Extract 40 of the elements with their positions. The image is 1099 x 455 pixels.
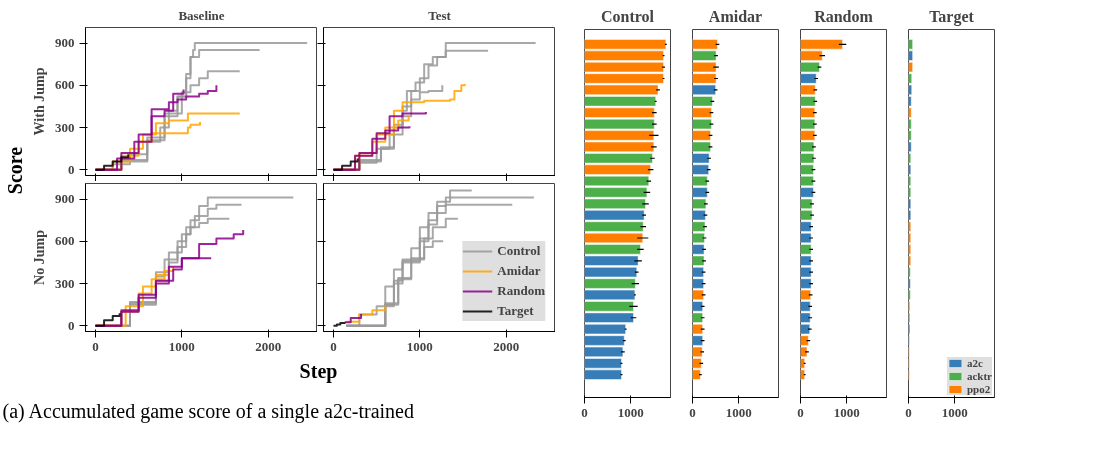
y-tick-label: 0	[68, 317, 75, 333]
text: Step	[299, 359, 338, 383]
text: Score	[3, 146, 26, 195]
legend-label: Target	[497, 303, 534, 319]
x-tick-label: 0	[92, 338, 99, 354]
legend-label: a2c	[966, 357, 984, 369]
x-tick-label: 1000	[406, 338, 433, 354]
chart-title: Amidar	[708, 7, 763, 25]
x-tick-label: 1000	[833, 404, 860, 420]
legend-label: acktr	[966, 370, 992, 382]
y-tick-label: 600	[55, 233, 75, 249]
legend-label: Random	[497, 283, 545, 299]
chart-title: Random	[814, 7, 874, 25]
legend-label: ppo2	[966, 383, 991, 395]
y-tick-label: 300	[55, 275, 75, 291]
x-tick-label: 0	[581, 404, 588, 420]
text: (a) Accumulated game score of a single a2c-trained	[2, 399, 414, 423]
y-axis-title: No Jump	[32, 229, 47, 285]
y-tick-label: 900	[55, 191, 75, 206]
y-tick-label: 600	[55, 77, 75, 93]
x-tick-label: 0	[330, 338, 337, 354]
x-tick-label: 1000	[617, 404, 644, 420]
legend-label: Control	[497, 243, 541, 259]
x-tick-label: 0	[797, 404, 804, 420]
x-tick-label: 2000	[255, 338, 282, 354]
x-tick-label: 1000	[941, 404, 968, 420]
x-tick-label: 2000	[493, 338, 520, 354]
x-tick-label: 0	[905, 404, 912, 420]
y-tick-label: 0	[68, 161, 75, 177]
x-tick-label: 0	[689, 404, 696, 420]
x-tick-label: 1000	[168, 338, 195, 354]
y-axis-title: With Jump	[32, 67, 47, 136]
chart-title: Test	[428, 7, 452, 23]
y-tick-label: 900	[55, 35, 75, 50]
chart-title: Baseline	[178, 7, 225, 23]
chart-title: Target	[929, 7, 975, 26]
x-tick-label: 1000	[725, 404, 752, 420]
y-tick-label: 300	[55, 119, 75, 135]
legend-label: Amidar	[497, 263, 541, 279]
chart-title: Control	[600, 7, 655, 25]
